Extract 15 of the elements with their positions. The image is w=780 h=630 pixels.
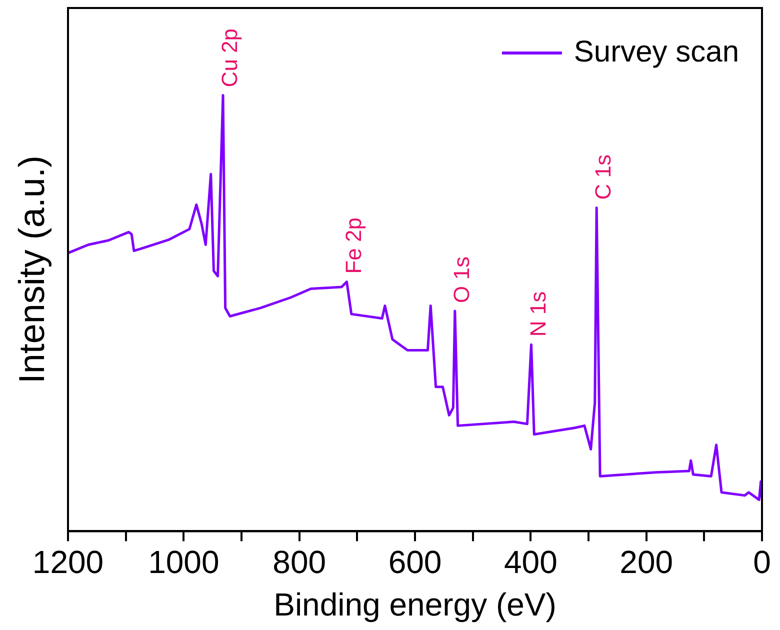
x-tick-label: 600 [388,544,442,580]
legend-label: Survey scan [574,35,740,68]
y-axis-title: Intensity (a.u.) [10,156,52,384]
annotation: C 1s [590,154,616,200]
x-tick-label: 0 [753,544,771,580]
x-tick-label: 400 [504,544,558,580]
annotation: Cu 2p [217,28,242,88]
annotation: Fe 2p [340,218,366,274]
x-tick-label: 1000 [148,544,220,580]
x-tick-label: 1200 [32,544,104,580]
x-tick-label: 800 [272,544,326,580]
annotation: O 1s [448,256,474,304]
annotation: N 1s [525,291,550,337]
x-tick-label: 200 [620,544,674,580]
x-axis-title: Binding energy (eV) [274,586,556,623]
